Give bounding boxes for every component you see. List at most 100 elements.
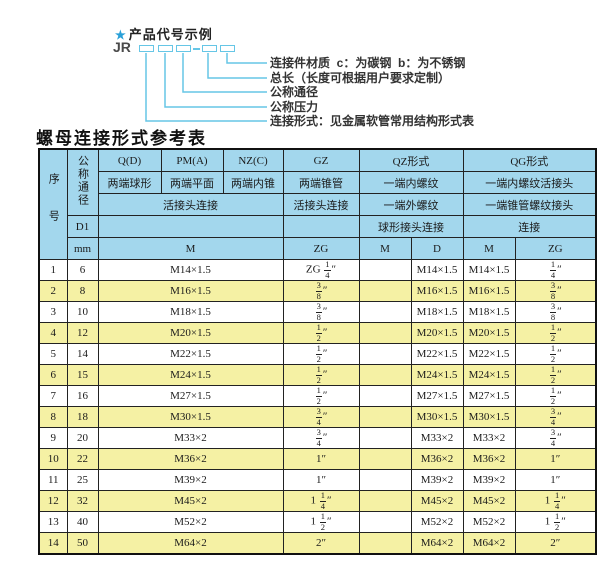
table-row: 12 32 M45×2 1 1 4 ″ M45×2 M45×2 1 1 4 ″ <box>38 490 597 512</box>
table-row: 9 20 M33×2 3 4 ″ M33×2 M33×2 3 4 ″ <box>38 427 597 449</box>
header-qz-conn: 球形接头连接 <box>358 215 464 238</box>
cell-qg_zg: 3 8 ″ <box>514 280 597 302</box>
cell-dn: 20 <box>66 427 99 449</box>
cell-zg: 1 2 ″ <box>282 343 360 365</box>
cell-dn: 10 <box>66 301 99 323</box>
cell-qz_m <box>358 469 412 491</box>
header-qz-desc1: 一端内螺纹 <box>358 171 464 194</box>
cell-m: M18×1.5 <box>97 301 284 323</box>
header-row-2: 两端球形 两端平面 两端内锥 两端锥管 一端内螺纹 一端内螺纹活接头 <box>39 171 597 194</box>
header-col-gz: GZ <box>282 148 360 172</box>
cell-qz_m <box>358 364 412 386</box>
cell-qg_m: M24×1.5 <box>462 364 516 386</box>
header-union-conn: 活接头连接 <box>97 193 284 216</box>
header-zg: ZG <box>282 237 360 260</box>
cell-qz_d: M16×1.5 <box>410 280 464 302</box>
cell-qg_m: M36×2 <box>462 448 516 470</box>
header-qz-d: D <box>410 237 464 260</box>
header-qz-m: M <box>358 237 412 260</box>
cell-seq: 10 <box>38 448 68 470</box>
cell-zg: 1 1 4 ″ <box>282 490 360 512</box>
nut-connection-reference-table: 序号 公称通径 Q(D) PM(A) NZ(C) GZ QZ形式 QG形式 两端… <box>38 148 598 555</box>
cell-qz_m <box>358 532 412 555</box>
cell-dn: 50 <box>66 532 99 555</box>
cell-qz_m <box>358 343 412 365</box>
table-row: 10 22 M36×2 1″ M36×2 M36×2 1″ <box>38 448 597 470</box>
cell-qg_m: M30×1.5 <box>462 406 516 428</box>
cell-qg_m: M64×2 <box>462 532 516 555</box>
cell-qz_m <box>358 280 412 302</box>
header-pm-desc: 两端平面 <box>160 171 224 194</box>
cell-m: M24×1.5 <box>97 364 284 386</box>
cell-qz_d: M45×2 <box>410 490 464 512</box>
cell-zg: 2″ <box>282 532 360 555</box>
header-qg-zg: ZG <box>514 237 597 260</box>
cell-qg_zg: 3 8 ″ <box>514 301 597 323</box>
cell-seq: 1 <box>38 259 68 281</box>
cell-qg_m: M14×1.5 <box>462 259 516 281</box>
product-code-prefix: JR <box>113 39 131 55</box>
cell-qg_zg: 1 2 ″ <box>514 322 597 344</box>
callout-label-nominal-pressure: 公称压力 <box>270 100 319 114</box>
header-row-3: 活接头连接 活接头连接 一端外螺纹 一端锥管螺纹接头 <box>39 193 597 216</box>
cell-zg: 3 4 ″ <box>282 406 360 428</box>
cell-qg_m: M20×1.5 <box>462 322 516 344</box>
cell-qz_m <box>358 385 412 407</box>
cell-qz_d: M24×1.5 <box>410 364 464 386</box>
header-row-5: mm M ZG M D M ZG <box>39 237 597 260</box>
code-box-2 <box>158 45 173 52</box>
table-row: 14 50 M64×2 2″ M64×2 M64×2 2″ <box>38 532 597 555</box>
cell-zg: 3 8 ″ <box>282 301 360 323</box>
cell-qz_m <box>358 448 412 470</box>
cell-seq: 6 <box>38 364 68 386</box>
cell-qg_m: M45×2 <box>462 490 516 512</box>
cell-qg_zg: 1 1 4 ″ <box>514 490 597 512</box>
header-col-nz: NZ(C) <box>222 148 284 172</box>
cell-qg_m: M39×2 <box>462 469 516 491</box>
cell-qz_d: M64×2 <box>410 532 464 555</box>
cell-seq: 7 <box>38 385 68 407</box>
cell-m: M33×2 <box>97 427 284 449</box>
header-col-qz: QZ形式 <box>358 148 464 172</box>
table-row: 7 16 M27×1.5 1 2 ″ M27×1.5 M27×1.5 1 2 ″ <box>38 385 597 407</box>
cell-qg_zg: 1 4 ″ <box>514 259 597 281</box>
header-mm: mm <box>66 237 99 260</box>
cell-dn: 14 <box>66 343 99 365</box>
header-qz-desc2: 一端外螺纹 <box>358 193 464 216</box>
header-blank-qpmnz <box>97 215 284 238</box>
cell-m: M27×1.5 <box>97 385 284 407</box>
code-box-1 <box>139 45 154 52</box>
cell-qg_zg: 1 2 ″ <box>514 364 597 386</box>
cell-qg_m: M33×2 <box>462 427 516 449</box>
header-gz-desc: 两端锥管 <box>282 171 360 194</box>
cell-dn: 6 <box>66 259 99 281</box>
cell-seq: 13 <box>38 511 68 533</box>
cell-qz_m <box>358 406 412 428</box>
cell-qg_zg: 1″ <box>514 469 597 491</box>
header-col-pm: PM(A) <box>160 148 224 172</box>
table-row: 3 10 M18×1.5 3 8 ″ M18×1.5 M18×1.5 3 8 ″ <box>38 301 597 323</box>
header-qg-desc2: 一端锥管螺纹接头 <box>462 193 597 216</box>
table-row: 13 40 M52×2 1 1 2 ″ M52×2 M52×2 1 1 2 ″ <box>38 511 597 533</box>
cell-qz_d: M36×2 <box>410 448 464 470</box>
table-row: 8 18 M30×1.5 3 4 ″ M30×1.5 M30×1.5 3 4 ″ <box>38 406 597 428</box>
header-col-qg: QG形式 <box>462 148 597 172</box>
header-col-q: Q(D) <box>97 148 162 172</box>
cell-dn: 18 <box>66 406 99 428</box>
cell-dn: 22 <box>66 448 99 470</box>
cell-seq: 11 <box>38 469 68 491</box>
cell-zg: 3 4 ″ <box>282 427 360 449</box>
header-m-wide: M <box>97 237 284 260</box>
cell-dn: 12 <box>66 322 99 344</box>
cell-dn: 16 <box>66 385 99 407</box>
cell-seq: 5 <box>38 343 68 365</box>
cell-zg: 1″ <box>282 448 360 470</box>
cell-qg_m: M52×2 <box>462 511 516 533</box>
cell-qg_zg: 3 4 ″ <box>514 427 597 449</box>
code-box-5 <box>220 45 235 52</box>
cell-m: M20×1.5 <box>97 322 284 344</box>
cell-qg_zg: 3 4 ″ <box>514 406 597 428</box>
callout-lines <box>145 53 267 122</box>
cell-qg_zg: 1 1 2 ″ <box>514 511 597 533</box>
